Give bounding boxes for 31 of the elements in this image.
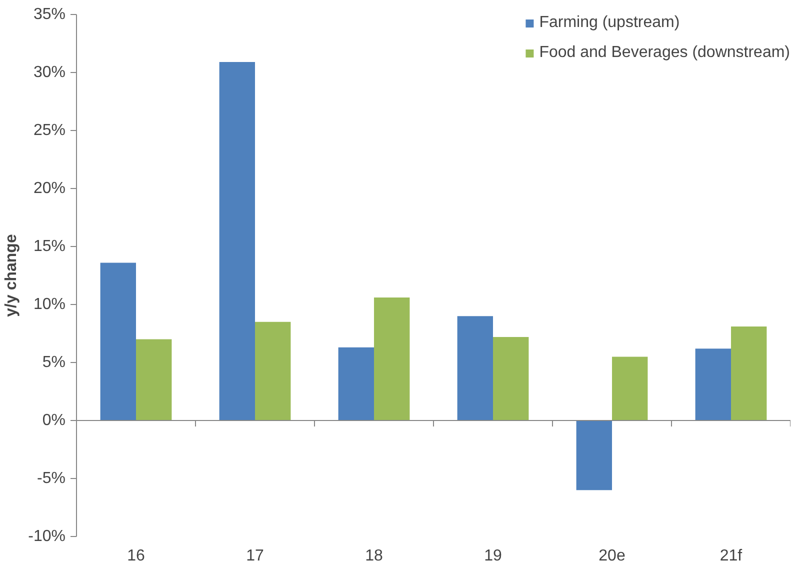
x-tick-label: 16 — [127, 548, 145, 564]
y-tick-label: -5% — [37, 470, 66, 487]
legend-label: Food and Beverages (downstream) — [539, 44, 790, 62]
x-tick-label: 21f — [720, 548, 743, 564]
bar — [100, 262, 136, 420]
bar — [731, 326, 767, 420]
bar — [457, 316, 493, 420]
x-tick-label: 20e — [598, 548, 626, 564]
bar — [136, 339, 172, 420]
y-tick-label: 5% — [42, 354, 66, 371]
bar — [374, 298, 410, 420]
bar — [612, 356, 648, 420]
y-tick-label: 30% — [33, 64, 66, 81]
bar — [255, 322, 291, 420]
y-tick-label: 35% — [33, 6, 66, 23]
y-tick-label: 15% — [33, 238, 66, 255]
bar — [695, 348, 731, 420]
bar — [493, 336, 529, 420]
x-tick-label: 17 — [246, 548, 264, 564]
y-axis-title: y/y change — [3, 234, 20, 317]
y-tick-label: 10% — [33, 296, 66, 313]
y-tick-label: 25% — [33, 122, 66, 139]
bar — [338, 347, 374, 420]
y-tick-label: 0% — [42, 412, 66, 429]
bar — [576, 420, 612, 490]
y-tick-label: 20% — [33, 180, 66, 197]
y-tick-label: -10% — [28, 528, 66, 545]
x-tick-label: 18 — [365, 548, 383, 564]
x-tick-label: 19 — [484, 548, 502, 564]
bar — [219, 62, 255, 420]
legend-label: Farming (upstream) — [539, 14, 680, 32]
